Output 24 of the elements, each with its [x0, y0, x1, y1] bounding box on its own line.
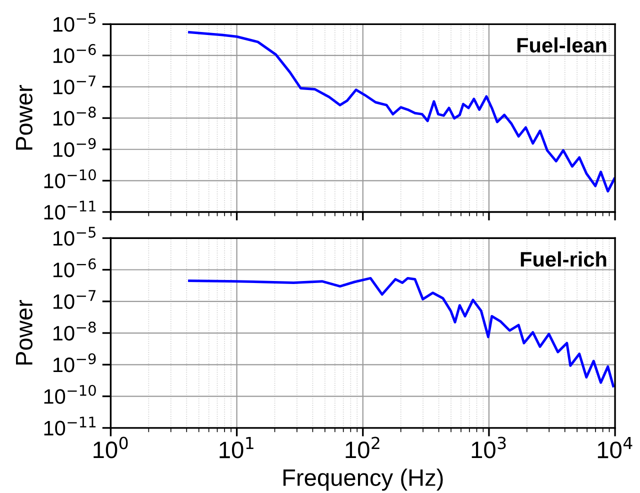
- x-tick-label: 10$^{2}$: [346, 436, 380, 458]
- y-tick-label: 10$^{−9}$: [53, 138, 96, 157]
- x-tick-label: 10$^{1}$: [220, 436, 254, 458]
- y-axis-title: Power: [16, 85, 33, 150]
- x-tick-label: 10$^{0}$: [94, 436, 128, 458]
- y-axis-title: Power: [16, 300, 33, 365]
- y-tick-label: 10$^{−5}$: [53, 12, 96, 32]
- y-tick-label: 10$^{−5}$: [53, 226, 96, 246]
- y-tick-label: 10$^{−11}$: [44, 200, 96, 220]
- y-tick-label: 10$^{−7}$: [53, 76, 96, 94]
- text: Fuel-rich: [520, 251, 606, 267]
- x-axis-title: Frequency (Hz): [283, 468, 443, 491]
- y-tick-label: 10$^{−11}$: [44, 416, 96, 436]
- y-tick-label: 10$^{−8}$: [53, 106, 96, 126]
- y-tick-label: 10$^{−6}$: [53, 258, 96, 278]
- y-tick-label: 10$^{−10}$: [44, 384, 96, 404]
- y-tick-label: 10$^{−8}$: [53, 322, 96, 341]
- y-tick-label: 10$^{−10}$: [44, 169, 96, 188]
- chart-title: Fuel-lean: [517, 37, 606, 53]
- x-tick-label: 10$^{3}$: [472, 436, 506, 458]
- y-tick-label: 10$^{−6}$: [53, 44, 96, 64]
- x-tick-label: 10$^{4}$: [598, 436, 632, 458]
- y-tick-label: 10$^{−7}$: [53, 290, 96, 309]
- y-tick-label: 10$^{−9}$: [53, 353, 96, 372]
